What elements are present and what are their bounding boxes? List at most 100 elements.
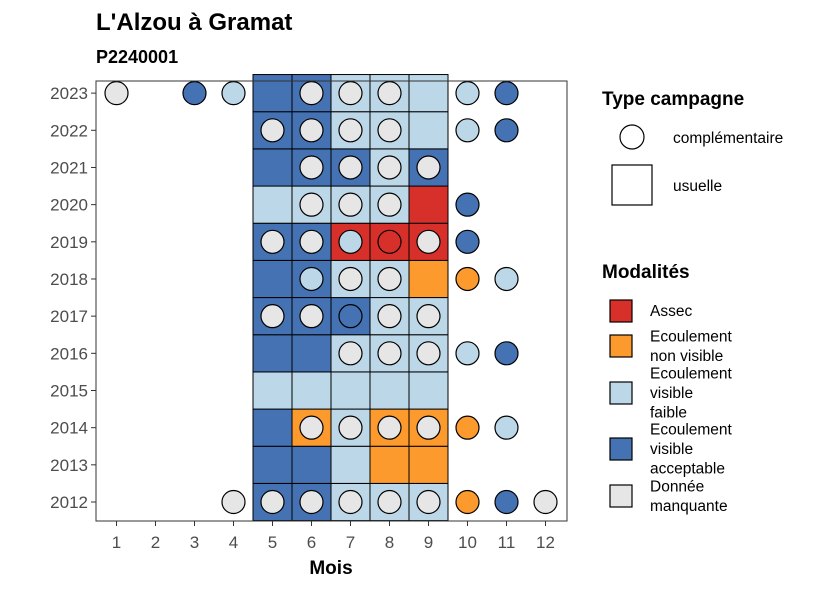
point-2016-11 <box>494 341 519 366</box>
x-tick-label: 7 <box>346 533 355 552</box>
legend-circle-key <box>619 124 645 150</box>
point-2021-6 <box>299 155 324 180</box>
point-2022-10 <box>455 118 480 143</box>
tile-2014-9 <box>408 408 449 447</box>
tile-2013-9 <box>408 445 449 484</box>
tile-2016-5 <box>252 334 293 373</box>
point-2016-7 <box>338 341 363 366</box>
y-tick-label: 2023 <box>50 84 88 103</box>
point-2020-8 <box>377 192 402 217</box>
legend-modalite-key <box>609 381 633 405</box>
point-2017-8 <box>377 304 402 329</box>
point-2019-9 <box>416 229 441 254</box>
point-2018-10 <box>455 266 480 292</box>
point-2017-7 <box>338 304 363 329</box>
tile-2020-5 <box>252 185 293 224</box>
y-tick-label: 2019 <box>50 233 88 252</box>
legend-square-key <box>611 164 653 206</box>
point-2022-5 <box>260 118 285 143</box>
point-2023-10 <box>455 81 480 106</box>
x-axis: 1 2 3 4 5 6 7 8 9 10 11 12 <box>112 521 555 552</box>
tile-2013-6 <box>291 445 332 484</box>
point-2022-8 <box>377 118 402 143</box>
point-2014-7 <box>338 415 363 440</box>
point-2014-11 <box>494 415 519 440</box>
point-2020-10 <box>455 192 480 217</box>
point-2023-11 <box>494 81 519 106</box>
y-tick-label: 2021 <box>50 158 88 177</box>
point-2019-6 <box>299 229 324 254</box>
point-2012-12 <box>533 489 558 515</box>
point-2021-8 <box>377 155 402 180</box>
y-tick-label: 2012 <box>50 493 88 512</box>
tile-2022-9 <box>408 111 449 150</box>
legend-modalite-label: Donnée manquante <box>650 478 728 515</box>
x-axis-title: Mois <box>309 558 352 579</box>
x-tick-label: 4 <box>229 533 238 552</box>
point-2017-5 <box>260 304 285 329</box>
legend-modalite-key <box>609 437 633 461</box>
tile-2013-5 <box>252 445 293 484</box>
tile-2015-6 <box>291 371 332 410</box>
tile-2018-5 <box>252 259 293 299</box>
x-tick-label: 5 <box>268 533 277 552</box>
tile-2021-5 <box>252 148 293 187</box>
y-tick-label: 2014 <box>50 419 88 438</box>
point-2023-3 <box>182 81 207 106</box>
point-2018-8 <box>377 266 402 292</box>
legend-type-label: complémentaire <box>673 130 783 147</box>
x-tick-label: 11 <box>498 533 516 552</box>
chart-title: L'Alzou à Gramat <box>96 9 292 36</box>
point-2018-7 <box>338 266 363 292</box>
point-2022-11 <box>494 118 519 143</box>
point-2019-8 <box>377 229 402 254</box>
x-tick-label: 6 <box>307 533 316 552</box>
tile-2018-9 <box>408 259 449 299</box>
point-2019-7 <box>338 229 363 254</box>
legend-modalite-label: Ecoulement visible acceptable <box>650 422 733 478</box>
tile-2014-5 <box>252 408 293 447</box>
complementaire-points <box>104 81 558 515</box>
legend-modalites-title: Modalités <box>602 262 690 283</box>
point-2016-8 <box>377 341 402 366</box>
y-tick-label: 2013 <box>50 456 88 475</box>
point-2022-7 <box>338 118 363 143</box>
point-2017-9 <box>416 304 441 329</box>
point-2014-9 <box>416 415 441 440</box>
point-2012-6 <box>299 489 324 515</box>
y-tick-label: 2018 <box>50 270 88 289</box>
point-2016-10 <box>455 341 480 366</box>
point-2014-10 <box>455 415 480 440</box>
point-2023-7 <box>338 81 363 106</box>
legend-type-label: usuelle <box>673 178 722 195</box>
legend-modalite-key <box>609 334 633 358</box>
y-tick-label: 2016 <box>50 344 88 363</box>
point-2012-11 <box>494 489 519 515</box>
legend-type-title: Type campagne <box>602 89 744 110</box>
point-2019-5 <box>260 229 285 254</box>
legend: Type campagne Modalités complémentaire us… <box>602 89 783 515</box>
tile-2015-7 <box>330 371 371 410</box>
tile-2015-8 <box>369 371 410 410</box>
point-2023-4 <box>221 81 246 106</box>
x-tick-label: 10 <box>458 533 477 552</box>
point-2020-7 <box>338 192 363 217</box>
tile-2015-9 <box>408 371 449 410</box>
point-2023-8 <box>377 81 402 106</box>
y-axis: 2012 2013 2014 2015 2016 2017 2018 2019 2020 2021… <box>50 84 96 512</box>
tile-2023-5 <box>252 74 293 113</box>
legend-modalite-label: Assec <box>650 303 692 320</box>
x-tick-label: 8 <box>385 533 394 552</box>
chart-subtitle: P2240001 <box>96 47 178 67</box>
y-tick-label: 2020 <box>50 196 88 215</box>
point-2012-10 <box>455 489 480 515</box>
point-2012-5 <box>260 489 285 515</box>
point-2014-6 <box>299 415 324 440</box>
y-tick-label: 2015 <box>50 381 88 400</box>
x-tick-label: 3 <box>190 533 199 552</box>
point-2021-7 <box>338 155 363 180</box>
point-2012-7 <box>338 489 363 515</box>
tile-2023-9 <box>408 74 449 113</box>
tile-2016-6 <box>291 334 332 373</box>
